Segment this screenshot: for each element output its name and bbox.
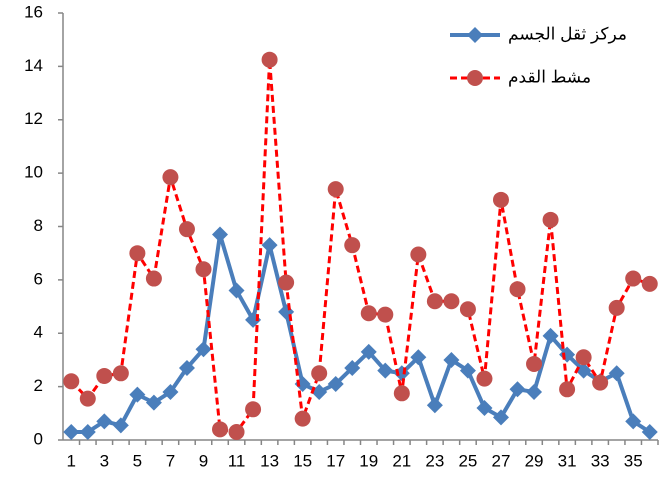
x-tick-label: 11 bbox=[228, 451, 246, 470]
data-point bbox=[608, 365, 625, 382]
data-point bbox=[509, 381, 526, 398]
x-tick-label: 19 bbox=[359, 451, 378, 470]
y-tick-label: 0 bbox=[34, 429, 43, 448]
y-tick-label: 6 bbox=[34, 269, 43, 288]
data-point bbox=[245, 401, 262, 418]
data-point bbox=[426, 397, 443, 414]
data-point bbox=[212, 421, 229, 438]
data-point bbox=[129, 386, 146, 403]
data-point bbox=[344, 359, 361, 376]
x-tick-label: 7 bbox=[166, 451, 175, 470]
x-tick-label: 33 bbox=[591, 451, 610, 470]
data-point bbox=[377, 362, 394, 379]
data-point bbox=[608, 299, 625, 316]
data-point bbox=[459, 362, 476, 379]
x-tick-label: 27 bbox=[492, 451, 511, 470]
data-point bbox=[377, 306, 394, 323]
data-point bbox=[162, 383, 179, 400]
data-point bbox=[625, 270, 642, 287]
data-point bbox=[592, 374, 609, 391]
data-point bbox=[178, 359, 195, 376]
legend-label: مشط القدم bbox=[508, 67, 591, 87]
data-point bbox=[410, 349, 427, 366]
x-tick-label: 9 bbox=[199, 451, 208, 470]
data-point bbox=[492, 409, 509, 426]
data-point bbox=[79, 390, 96, 407]
x-tick-label: 23 bbox=[425, 451, 444, 470]
y-tick-label: 10 bbox=[24, 163, 43, 182]
data-point bbox=[476, 399, 493, 416]
data-point bbox=[261, 237, 278, 254]
y-tick-label: 12 bbox=[24, 109, 43, 128]
data-point bbox=[327, 375, 344, 392]
data-point bbox=[542, 327, 559, 344]
data-point bbox=[393, 385, 410, 402]
data-point bbox=[145, 270, 162, 287]
x-tick-label: 25 bbox=[458, 451, 477, 470]
data-point bbox=[228, 423, 245, 440]
data-point bbox=[178, 221, 195, 238]
data-point bbox=[195, 261, 212, 278]
data-point bbox=[63, 373, 80, 390]
x-tick-label: 35 bbox=[624, 451, 643, 470]
y-tick-label: 4 bbox=[34, 323, 43, 342]
data-point bbox=[311, 365, 328, 382]
x-tick-label: 13 bbox=[260, 451, 279, 470]
data-point bbox=[492, 191, 509, 208]
data-point bbox=[426, 293, 443, 310]
data-point bbox=[96, 413, 113, 430]
data-point bbox=[641, 275, 658, 292]
data-point bbox=[96, 367, 113, 384]
y-tick-label: 2 bbox=[34, 376, 43, 395]
x-tick-label: 31 bbox=[558, 451, 577, 470]
legend-marker bbox=[467, 27, 483, 43]
data-point bbox=[278, 274, 295, 291]
data-point bbox=[245, 311, 262, 328]
x-tick-label: 15 bbox=[293, 451, 312, 470]
data-point bbox=[476, 370, 493, 387]
data-point bbox=[79, 423, 96, 440]
data-point bbox=[559, 381, 576, 398]
data-point bbox=[509, 281, 526, 298]
data-point bbox=[641, 423, 658, 440]
data-point bbox=[360, 343, 377, 360]
data-point bbox=[526, 383, 543, 400]
data-point bbox=[261, 51, 278, 68]
y-tick-label: 8 bbox=[34, 216, 43, 235]
x-tick-label: 21 bbox=[392, 451, 411, 470]
x-tick-label: 1 bbox=[67, 451, 76, 470]
data-point bbox=[360, 305, 377, 322]
series-line bbox=[70, 58, 651, 434]
data-point bbox=[212, 226, 229, 243]
x-tick-label: 17 bbox=[326, 451, 345, 470]
data-point bbox=[145, 394, 162, 411]
data-point bbox=[112, 417, 129, 434]
legend-marker bbox=[467, 70, 483, 86]
y-tick-label: 14 bbox=[24, 56, 43, 75]
data-point bbox=[63, 423, 80, 440]
data-point bbox=[228, 282, 245, 299]
data-point bbox=[526, 355, 543, 372]
data-point bbox=[327, 181, 344, 198]
data-point bbox=[195, 341, 212, 358]
data-point bbox=[575, 349, 592, 366]
data-point bbox=[294, 410, 311, 427]
data-point bbox=[542, 211, 559, 228]
data-point bbox=[459, 301, 476, 318]
data-point bbox=[129, 245, 146, 262]
data-point bbox=[443, 293, 460, 310]
x-tick-label: 5 bbox=[133, 451, 142, 470]
data-point bbox=[162, 169, 179, 186]
data-point bbox=[575, 362, 592, 379]
data-point bbox=[344, 237, 361, 254]
data-point bbox=[443, 351, 460, 368]
data-point bbox=[410, 246, 427, 263]
data-point bbox=[112, 365, 129, 382]
y-tick-label: 16 bbox=[24, 2, 43, 21]
x-tick-label: 3 bbox=[100, 451, 109, 470]
x-tick-label: 29 bbox=[525, 451, 544, 470]
data-point bbox=[625, 413, 642, 430]
legend-label: مركز ثقل الجسم bbox=[508, 24, 627, 44]
